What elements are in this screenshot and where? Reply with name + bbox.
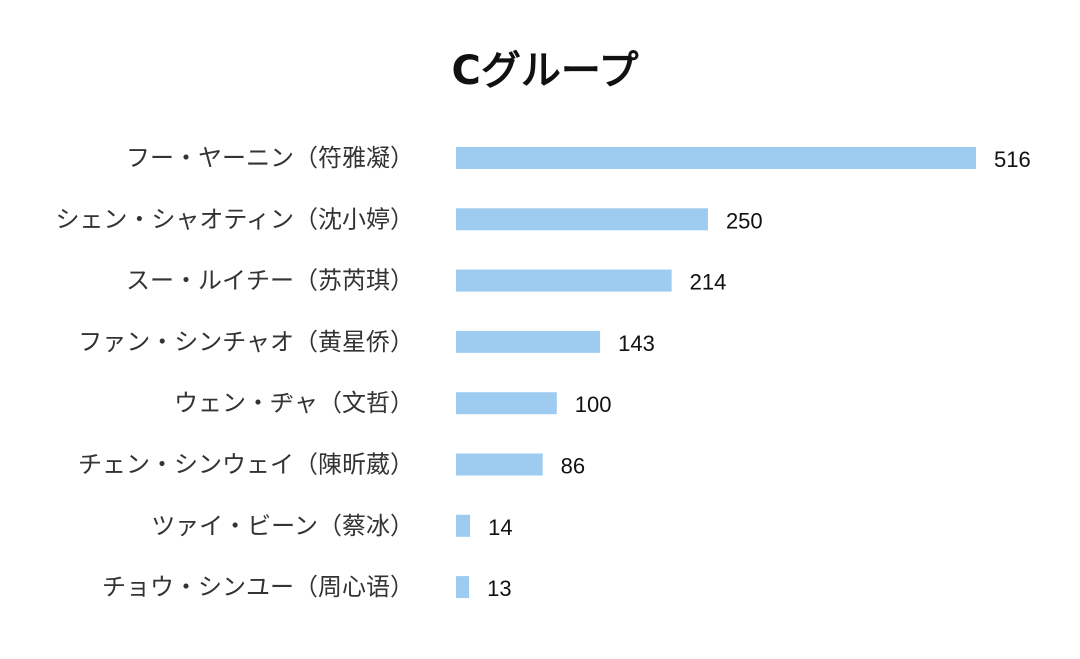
bar xyxy=(456,147,976,169)
bars-group: フー・ヤーニン（符雅凝） 516 シェン・シャオティン（沈小婷） 250 スー・ルイチー… xyxy=(55,144,1030,601)
value-label: 86 xyxy=(561,454,585,479)
bar xyxy=(456,330,601,353)
value-label: 14 xyxy=(488,515,512,540)
value-label: 516 xyxy=(994,147,1031,172)
category-label: ファン・シンチャオ（黄星侨） xyxy=(78,328,414,356)
category-label: ツァイ・ビーン（蔡冰） xyxy=(151,512,414,540)
bar xyxy=(456,392,557,415)
category-label: チェン・シンウェイ（陳昕葳） xyxy=(78,451,414,479)
category-label: チョウ・シンユー（周心语） xyxy=(102,573,414,601)
value-label: 250 xyxy=(726,208,763,233)
category-label: フー・ヤーニン（符雅凝） xyxy=(126,144,414,172)
category-label: シェン・シャオティン（沈小婷） xyxy=(55,205,414,233)
category-label: ウェン・ヂャ（文哲） xyxy=(174,389,414,417)
bar xyxy=(456,514,471,537)
bar xyxy=(456,576,470,599)
value-label: 13 xyxy=(487,576,511,601)
value-label: 100 xyxy=(575,392,612,417)
chart-title: Cグループ xyxy=(452,48,639,94)
category-label: スー・ルイチー（苏芮琪） xyxy=(126,267,414,295)
bar xyxy=(456,269,672,292)
value-label: 143 xyxy=(618,331,655,356)
value-label: 214 xyxy=(690,270,727,295)
bar xyxy=(456,453,543,476)
bar xyxy=(456,208,708,231)
